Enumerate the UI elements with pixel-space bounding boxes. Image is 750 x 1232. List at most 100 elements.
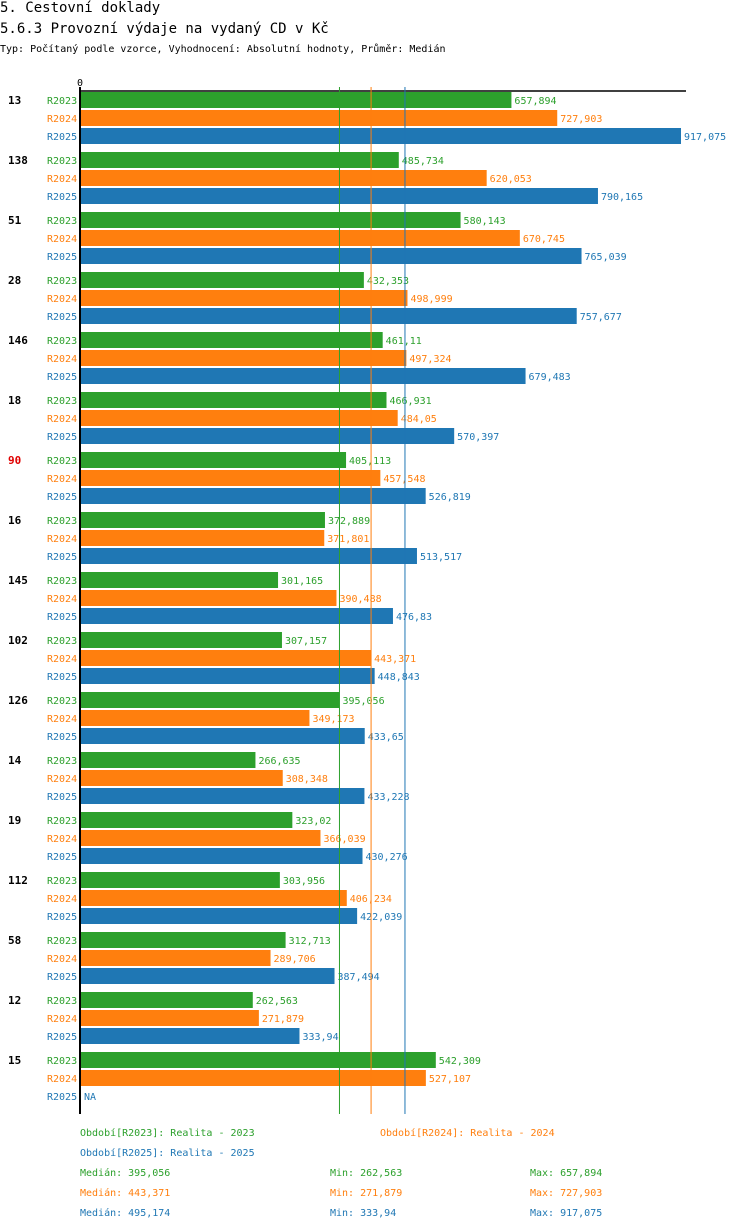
data-label: 307,157: [285, 636, 327, 647]
data-label: 527,107: [429, 1074, 471, 1085]
series-label: R2025: [47, 372, 77, 383]
series-label: R2025: [47, 852, 77, 863]
legend-r2023: Období[R2023]: Realita - 2023: [80, 1128, 255, 1139]
series-label: R2025: [47, 672, 77, 683]
bar: [81, 530, 325, 546]
series-label: R2024: [47, 714, 77, 725]
series-label: R2025: [47, 192, 77, 203]
bar: [81, 428, 455, 444]
bar: [81, 92, 512, 108]
bar: [81, 350, 407, 366]
bar: [81, 908, 358, 924]
data-label: 448,843: [378, 672, 420, 683]
data-label: 485,734: [402, 156, 444, 167]
data-label: 372,889: [328, 516, 370, 527]
bar: [81, 632, 282, 648]
data-label: 498,999: [410, 294, 452, 305]
bar: [81, 488, 426, 504]
data-label: 422,039: [360, 912, 402, 923]
category-label: 58: [8, 934, 21, 947]
data-label: 466,931: [389, 396, 431, 407]
bar: [81, 812, 293, 828]
stat-median-r2024: Medián: 443,371: [80, 1188, 171, 1199]
bar: [81, 110, 558, 126]
data-label: 526,819: [429, 492, 471, 503]
series-label: R2023: [47, 696, 77, 707]
bar: [81, 308, 577, 324]
bar: [81, 710, 310, 726]
stat-median-r2025: Medián: 495,174: [80, 1208, 171, 1219]
series-label: R2024: [47, 294, 77, 305]
data-label: 457,548: [383, 474, 425, 485]
series-label: R2025: [47, 912, 77, 923]
series-label: R2025: [47, 732, 77, 743]
series-label: R2023: [47, 336, 77, 347]
data-label: 670,745: [523, 234, 565, 245]
series-label: R2023: [47, 1056, 77, 1067]
bar: [81, 212, 461, 228]
data-label: 366,039: [323, 834, 365, 845]
chart-title: 5.6.3 Provozní výdaje na vydaný CD v Kč: [0, 21, 329, 37]
bar: [81, 692, 340, 708]
data-label: 266,635: [258, 756, 300, 767]
bar: [81, 452, 347, 468]
data-label: 432,353: [367, 276, 409, 287]
series-label: R2024: [47, 354, 77, 365]
category-label: 90: [8, 454, 21, 467]
data-label: 790,165: [601, 192, 643, 203]
category-label: 28: [8, 274, 21, 287]
data-label: 323,02: [295, 816, 331, 827]
bar: [81, 650, 372, 666]
series-label: R2023: [47, 456, 77, 467]
data-label: NA: [84, 1092, 96, 1103]
data-label: 476,83: [396, 612, 432, 623]
data-label: 497,324: [409, 354, 451, 365]
data-label: 484,05: [401, 414, 437, 425]
bar: [81, 728, 365, 744]
category-label: 14: [8, 754, 22, 767]
data-label: 271,879: [262, 1014, 304, 1025]
series-label: R2025: [47, 552, 77, 563]
chart-subtitle: Typ: Počítaný podle vzorce, Vyhodnocení:…: [0, 44, 446, 55]
bar: [81, 770, 283, 786]
data-label: 580,143: [464, 216, 506, 227]
series-label: R2023: [47, 396, 77, 407]
category-label: 102: [8, 634, 28, 647]
bar: [81, 590, 337, 606]
data-label: 333,94: [302, 1032, 338, 1043]
series-label: R2025: [47, 492, 77, 503]
bar: [81, 152, 399, 168]
data-label: 387,494: [338, 972, 380, 983]
stat-max-r2025: Max: 917,075: [530, 1208, 603, 1219]
series-label: R2025: [47, 132, 77, 143]
stat-max-r2023: Max: 657,894: [530, 1168, 603, 1179]
series-label: R2025: [47, 792, 77, 803]
series-label: R2023: [47, 516, 77, 527]
bar: [81, 1010, 259, 1026]
series-label: R2025: [47, 252, 77, 263]
series-label: R2024: [47, 114, 77, 125]
bar: [81, 872, 280, 888]
bar: [81, 968, 335, 984]
bar: [81, 1028, 300, 1044]
bar: [81, 128, 681, 144]
category-label: 13: [8, 94, 21, 107]
data-label: 312,713: [289, 936, 331, 947]
data-label: 303,956: [283, 876, 325, 887]
data-label: 917,075: [684, 132, 726, 143]
data-label: 570,397: [457, 432, 499, 443]
category-label: 16: [8, 514, 22, 527]
x-tick-label: 0: [77, 78, 83, 89]
series-label: R2024: [47, 894, 77, 905]
bar: [81, 890, 347, 906]
category-label: 145: [8, 574, 28, 587]
series-label: R2024: [47, 954, 77, 965]
series-label: R2023: [47, 156, 77, 167]
category-label: 12: [8, 994, 21, 1007]
bar: [81, 1070, 426, 1086]
bar: [81, 950, 271, 966]
category-label: 146: [8, 334, 28, 347]
series-label: R2023: [47, 216, 77, 227]
bar: [81, 230, 520, 246]
